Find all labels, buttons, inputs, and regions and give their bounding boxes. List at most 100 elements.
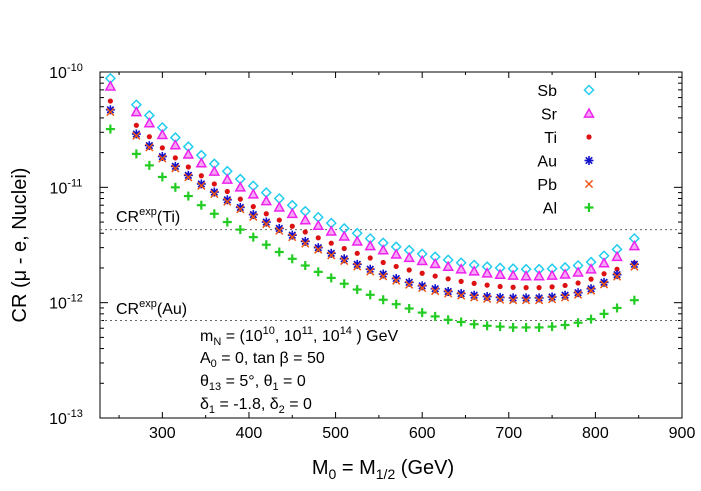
data-point xyxy=(247,188,260,199)
data-point xyxy=(629,295,639,305)
data-point xyxy=(430,311,440,321)
data-point xyxy=(104,80,117,91)
y-tick-label: 10-12 xyxy=(49,293,83,313)
ref-label-ti: CRexp(Ti) xyxy=(116,206,180,226)
data-point xyxy=(599,280,609,289)
data-point xyxy=(261,240,271,250)
data-point xyxy=(612,303,622,313)
reference-lines xyxy=(100,229,682,322)
data-point xyxy=(507,269,519,280)
data-point xyxy=(560,320,570,330)
data-point xyxy=(586,284,596,294)
data-point xyxy=(325,225,338,236)
data-point xyxy=(105,124,115,134)
data-point xyxy=(572,266,584,277)
data-point xyxy=(197,181,206,190)
data-point xyxy=(315,235,321,241)
data-point xyxy=(262,219,271,229)
data-point xyxy=(628,239,641,251)
y-tick-label: 10-13 xyxy=(49,408,83,428)
data-point xyxy=(301,239,310,248)
data-point xyxy=(286,207,299,219)
legend-marker xyxy=(584,156,594,165)
data-point xyxy=(182,148,195,159)
legend-label: Pb xyxy=(537,177,557,194)
data-point xyxy=(235,202,245,212)
data-point xyxy=(416,254,428,266)
data-point xyxy=(157,172,167,182)
data-point xyxy=(107,98,113,104)
data-point xyxy=(196,200,206,210)
data-point xyxy=(210,189,219,199)
data-point xyxy=(469,319,479,329)
data-point xyxy=(444,289,453,298)
data-point xyxy=(406,267,412,273)
data-point xyxy=(547,322,557,332)
annotation-mn: mN = (1010, 1011, 1014 ) GeV xyxy=(200,325,399,348)
data-point xyxy=(273,201,286,212)
data-point xyxy=(364,239,376,251)
data-point xyxy=(598,257,610,268)
data-point xyxy=(131,149,141,159)
data-point xyxy=(419,270,425,276)
data-point xyxy=(445,276,451,282)
data-point xyxy=(327,251,336,260)
data-point xyxy=(508,296,518,305)
data-point xyxy=(224,188,230,195)
y-tick-label: 10-10 xyxy=(49,62,83,82)
data-point xyxy=(431,286,440,296)
data-point xyxy=(575,280,581,286)
data-point xyxy=(458,278,464,284)
series-sr xyxy=(104,80,641,281)
data-point xyxy=(300,261,310,271)
data-point xyxy=(378,295,388,305)
data-point xyxy=(169,139,182,150)
data-point xyxy=(172,155,178,161)
data-point xyxy=(133,122,139,128)
data-point xyxy=(559,268,571,279)
data-point xyxy=(534,322,544,332)
data-point xyxy=(144,141,154,151)
data-point xyxy=(533,270,545,281)
data-point xyxy=(237,196,243,202)
data-point xyxy=(313,267,323,277)
data-point xyxy=(222,195,232,205)
x-tick-label: 500 xyxy=(322,425,349,442)
data-point xyxy=(312,219,325,231)
x-tick-label: 600 xyxy=(409,425,436,442)
data-point xyxy=(196,179,206,189)
data-point xyxy=(390,248,402,259)
legend-marker xyxy=(584,179,594,189)
data-point xyxy=(379,272,388,281)
data-point xyxy=(248,232,258,242)
data-point xyxy=(560,293,570,302)
x-tick-label: 400 xyxy=(236,425,263,442)
data-point xyxy=(442,260,454,272)
data-series xyxy=(104,72,641,332)
data-point xyxy=(287,230,297,240)
data-point xyxy=(481,267,493,278)
x-tick-label: 900 xyxy=(669,425,696,442)
data-point xyxy=(549,284,555,290)
data-point xyxy=(144,160,154,170)
data-point xyxy=(158,154,167,163)
data-point xyxy=(471,280,477,286)
data-point xyxy=(456,317,466,327)
data-point xyxy=(222,217,232,227)
data-point xyxy=(403,251,415,263)
data-point xyxy=(418,283,427,293)
data-point xyxy=(546,269,558,280)
y-axis-title: CR (μ - e, Nuclei) xyxy=(9,168,31,323)
data-point xyxy=(393,263,399,270)
data-point xyxy=(106,107,115,117)
data-point xyxy=(495,322,505,332)
data-point xyxy=(132,131,141,140)
series-al xyxy=(105,124,639,332)
data-point xyxy=(208,165,221,176)
data-point xyxy=(236,205,245,214)
legend-marker xyxy=(586,134,592,140)
x-axis: 300 400 500 600 700 800 900 xyxy=(118,72,696,442)
data-point xyxy=(185,164,191,170)
x-tick-label: 800 xyxy=(582,425,609,442)
data-point xyxy=(586,314,596,324)
